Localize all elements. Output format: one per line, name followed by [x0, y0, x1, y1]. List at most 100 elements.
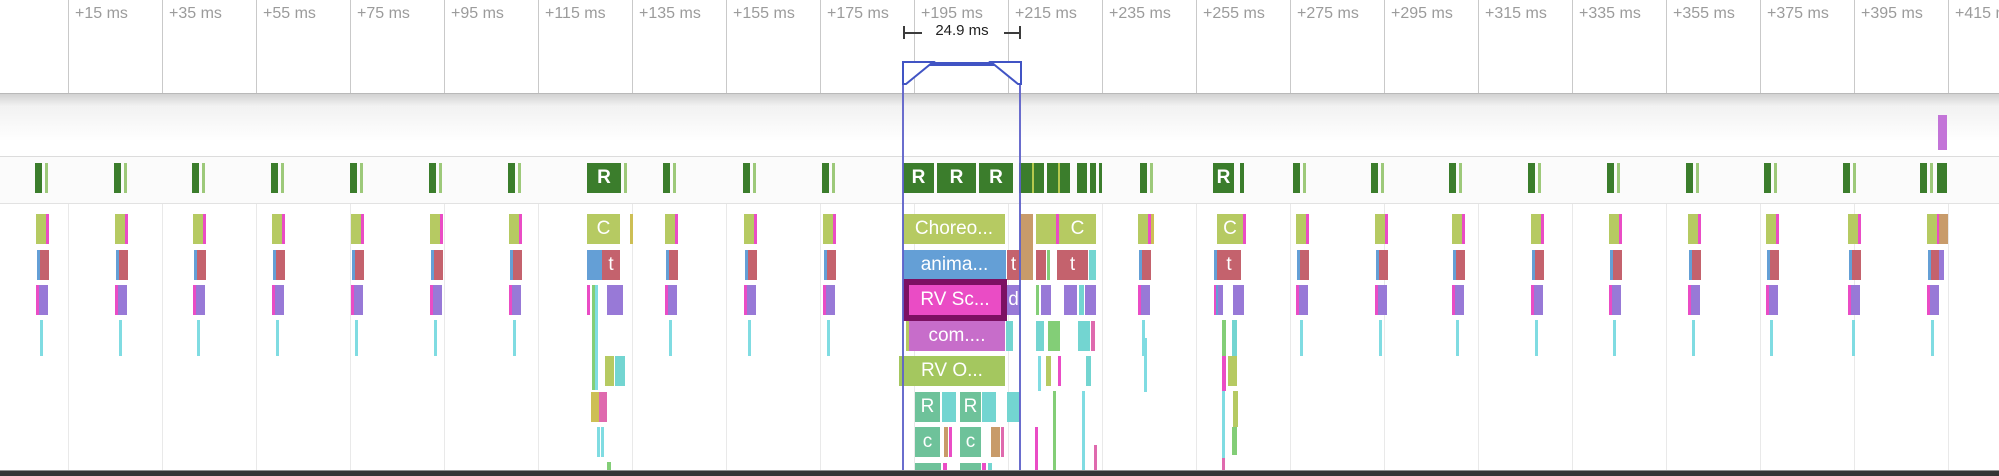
- flame-block[interactable]: [1233, 285, 1244, 315]
- raster-block[interactable]: [1930, 163, 1933, 193]
- flame-block[interactable]: [1375, 214, 1385, 244]
- flame-block[interactable]: [824, 249, 827, 280]
- flame-block[interactable]: [433, 285, 442, 315]
- raster-block[interactable]: [281, 163, 284, 193]
- raster-block[interactable]: [1099, 163, 1102, 193]
- flame-block[interactable]: [1228, 356, 1237, 386]
- flame-block[interactable]: C: [1059, 214, 1096, 244]
- raster-block[interactable]: [1538, 163, 1541, 193]
- flame-block[interactable]: [669, 249, 678, 280]
- flame-block[interactable]: [991, 427, 1000, 457]
- raster-block[interactable]: [192, 163, 199, 193]
- flame-block[interactable]: [665, 214, 675, 244]
- flame-block[interactable]: [615, 356, 625, 386]
- flame-block[interactable]: [509, 214, 519, 244]
- flame-block[interactable]: [630, 214, 633, 244]
- flame-block[interactable]: [982, 462, 986, 476]
- flame-block[interactable]: [1535, 249, 1544, 280]
- flame-block[interactable]: [1300, 249, 1309, 280]
- flame-block[interactable]: [1776, 214, 1779, 244]
- flame-block[interactable]: R: [915, 391, 940, 422]
- flame-block[interactable]: [665, 285, 668, 315]
- flame-block[interactable]: t: [1057, 249, 1088, 280]
- raster-block[interactable]: [832, 163, 835, 193]
- flame-block[interactable]: [944, 427, 948, 457]
- flame-block[interactable]: [1036, 249, 1046, 280]
- flame-block[interactable]: [748, 249, 757, 280]
- flame-block[interactable]: [823, 214, 833, 244]
- flame-block[interactable]: [1056, 214, 1059, 244]
- flame-block[interactable]: [1148, 214, 1151, 244]
- flame-block[interactable]: [36, 214, 46, 244]
- flame-block[interactable]: [1091, 320, 1095, 351]
- flame-block[interactable]: RV O...: [899, 356, 1005, 386]
- flame-block[interactable]: [116, 249, 119, 280]
- raster-block[interactable]: [518, 163, 521, 193]
- flame-block[interactable]: [1848, 285, 1851, 315]
- raster-block[interactable]: [753, 163, 756, 193]
- flame-block[interactable]: [1138, 285, 1141, 315]
- flame-block[interactable]: [1297, 249, 1300, 280]
- raster-block[interactable]: [202, 163, 205, 193]
- flame-block[interactable]: R: [960, 391, 981, 422]
- raster-block[interactable]: [1528, 163, 1535, 193]
- frames-track[interactable]: [0, 107, 1999, 157]
- flame-block[interactable]: [1534, 285, 1543, 315]
- flame-block[interactable]: [1462, 214, 1465, 244]
- flame-block[interactable]: [607, 285, 620, 315]
- raster-block[interactable]: [1764, 163, 1771, 193]
- flame-block[interactable]: [1531, 214, 1541, 244]
- selection-bracket-bar[interactable]: [903, 62, 1021, 66]
- flame-block[interactable]: [1927, 285, 1930, 315]
- raster-block[interactable]: [360, 163, 363, 193]
- flame-block[interactable]: [1453, 249, 1456, 280]
- flame-block[interactable]: [1041, 285, 1051, 315]
- flame-block[interactable]: [949, 427, 952, 457]
- raster-block[interactable]: [508, 163, 515, 193]
- flame-block[interactable]: [1218, 285, 1223, 315]
- raster-block[interactable]: [124, 163, 127, 193]
- flame-block[interactable]: [1692, 249, 1701, 280]
- flame-block[interactable]: [1698, 214, 1701, 244]
- flame-block[interactable]: [1151, 214, 1154, 244]
- flame-block[interactable]: [1385, 214, 1388, 244]
- raster-block[interactable]: [1843, 163, 1850, 193]
- flame-block[interactable]: [1452, 285, 1455, 315]
- flame-block[interactable]: [1541, 214, 1544, 244]
- raster-block[interactable]: [1617, 163, 1620, 193]
- flame-block[interactable]: [1609, 285, 1612, 315]
- raster-block[interactable]: [1140, 163, 1147, 193]
- flame-block[interactable]: [36, 285, 39, 315]
- flame-block[interactable]: [745, 249, 748, 280]
- flame-block[interactable]: [1296, 285, 1299, 315]
- flame-block[interactable]: [1939, 214, 1948, 244]
- flame-block[interactable]: [282, 214, 285, 244]
- flame-block[interactable]: [197, 249, 206, 280]
- flame-block[interactable]: [1089, 249, 1096, 280]
- flame-block[interactable]: [37, 249, 40, 280]
- flame-block[interactable]: [747, 285, 756, 315]
- flame-block[interactable]: [1691, 285, 1700, 315]
- flame-block[interactable]: t: [1007, 249, 1020, 280]
- raster-block[interactable]: [1058, 163, 1060, 193]
- flame-block[interactable]: [1216, 285, 1218, 315]
- raster-block[interactable]: [673, 163, 676, 193]
- flame-block[interactable]: [272, 285, 275, 315]
- raster-block[interactable]: [439, 163, 442, 193]
- flame-block[interactable]: [355, 249, 364, 280]
- flame-block[interactable]: [1688, 285, 1691, 315]
- flame-block[interactable]: [827, 249, 836, 280]
- flame-block[interactable]: c: [915, 427, 940, 457]
- flame-block[interactable]: [823, 285, 826, 315]
- flame-block[interactable]: [1851, 285, 1860, 315]
- flame-block[interactable]: t: [602, 249, 620, 280]
- flame-block[interactable]: [1766, 214, 1776, 244]
- raster-block[interactable]: [1077, 163, 1087, 193]
- flame-block[interactable]: [587, 249, 602, 280]
- flame-block[interactable]: [1937, 214, 1940, 244]
- flame-block[interactable]: [1047, 249, 1050, 280]
- flame-block[interactable]: [1375, 285, 1378, 315]
- flame-block[interactable]: [125, 214, 128, 244]
- flame-block[interactable]: [1610, 249, 1613, 280]
- raster-block[interactable]: [114, 163, 121, 193]
